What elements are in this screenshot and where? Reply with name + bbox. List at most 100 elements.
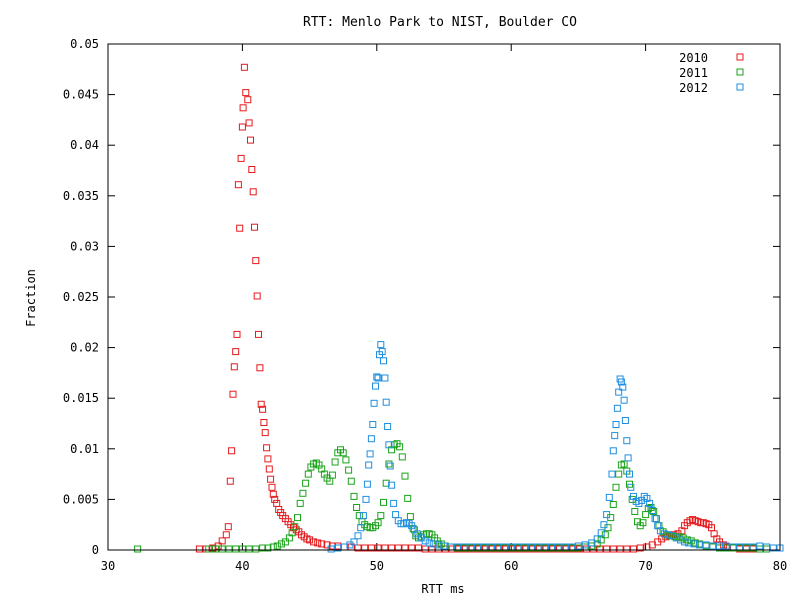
data-point-2012 — [365, 461, 373, 469]
data-point-2011 — [225, 545, 233, 553]
data-point-2010 — [271, 495, 279, 503]
data-point-2010 — [251, 223, 258, 231]
data-point-2012 — [593, 535, 601, 543]
data-point-2012 — [664, 531, 672, 539]
plot-frame — [107, 43, 781, 551]
data-point-2011 — [385, 460, 393, 468]
data-point-2011 — [273, 542, 281, 550]
data-point-2012 — [605, 493, 613, 501]
data-point-2010 — [269, 490, 277, 498]
data-point-2012 — [620, 396, 628, 404]
data-point-2012 — [609, 447, 617, 455]
data-point-2011 — [691, 539, 699, 547]
data-point-2011 — [353, 504, 361, 511]
data-point-2012 — [366, 450, 374, 458]
data-point-2011 — [615, 470, 623, 478]
data-point-2010 — [230, 363, 238, 371]
data-point-2011 — [339, 449, 347, 457]
data-point-2012 — [357, 524, 365, 532]
data-point-2012 — [381, 374, 389, 382]
data-point-2012 — [435, 541, 443, 549]
data-point-2010 — [623, 545, 631, 553]
data-point-2012 — [597, 529, 605, 537]
data-point-2012 — [623, 437, 631, 445]
data-point-2012 — [378, 348, 386, 356]
data-point-2012 — [646, 499, 654, 507]
data-point-2010 — [239, 104, 247, 112]
data-point-2012 — [669, 532, 676, 540]
data-point-2012 — [359, 512, 367, 520]
data-point-2010 — [226, 477, 234, 485]
data-point-2010 — [361, 544, 369, 552]
data-point-2010 — [367, 544, 375, 552]
data-point-2012 — [695, 541, 703, 549]
data-point-2011 — [245, 545, 253, 553]
data-point-2012 — [440, 542, 448, 550]
data-point-2012 — [621, 417, 629, 424]
data-point-2011 — [252, 545, 260, 553]
data-point-2011 — [294, 514, 301, 522]
data-point-2010 — [475, 545, 483, 553]
data-point-2012 — [660, 530, 668, 538]
data-point-2010 — [609, 545, 617, 553]
data-point-2010 — [229, 390, 237, 398]
y-tick-label: 0.05 — [70, 37, 99, 51]
data-point-2010 — [515, 545, 523, 553]
data-point-2010 — [603, 545, 611, 553]
data-point-2012 — [390, 499, 398, 507]
data-point-2012 — [380, 357, 387, 365]
data-point-2010 — [482, 545, 490, 553]
data-point-2011 — [377, 512, 385, 520]
data-point-2011 — [355, 512, 363, 520]
data-point-2010 — [388, 544, 396, 552]
data-point-2012 — [388, 481, 396, 489]
data-point-2010 — [448, 545, 456, 553]
data-point-2011 — [296, 499, 304, 507]
data-point-2010 — [408, 544, 416, 552]
data-point-2011 — [218, 545, 226, 553]
data-point-2010 — [242, 89, 250, 97]
data-point-2010 — [222, 531, 230, 539]
data-point-2010 — [218, 537, 226, 545]
data-point-2010 — [238, 123, 246, 131]
data-point-2012 — [392, 511, 400, 519]
y-tick-label: 0.02 — [70, 341, 99, 355]
data-point-2012 — [386, 462, 394, 470]
legend-marker-2011 — [736, 68, 744, 76]
data-point-2011 — [232, 545, 240, 553]
data-point-2012 — [367, 435, 375, 443]
data-point-2010 — [381, 544, 389, 552]
data-point-2010 — [522, 545, 530, 553]
data-point-2012 — [581, 541, 589, 549]
data-point-2011 — [299, 489, 307, 497]
y-tick-label: 0.005 — [63, 492, 99, 506]
data-point-2010 — [264, 455, 272, 463]
data-point-2012 — [603, 511, 611, 519]
data-point-2011 — [593, 540, 601, 548]
data-point-2012 — [413, 530, 421, 538]
data-point-2010 — [248, 166, 256, 173]
data-point-2010 — [233, 330, 241, 338]
x-tick-label: 40 — [235, 559, 249, 573]
data-point-2010 — [562, 545, 570, 553]
legend-label-2010: 2010 — [679, 51, 708, 65]
x-tick-label: 70 — [638, 559, 652, 573]
data-point-2011 — [347, 477, 355, 485]
data-point-2012 — [702, 541, 710, 549]
data-point-2011 — [328, 471, 336, 479]
data-point-2012 — [363, 480, 371, 488]
data-point-2010 — [488, 545, 496, 553]
data-point-2012 — [626, 470, 633, 478]
data-point-2012 — [374, 374, 382, 382]
data-point-2012 — [425, 539, 433, 547]
data-point-2011 — [277, 540, 285, 548]
y-tick-label: 0 — [92, 543, 99, 557]
data-point-2010 — [257, 400, 265, 408]
data-point-2012 — [611, 432, 619, 440]
data-point-2012 — [429, 540, 437, 548]
data-point-2011 — [396, 443, 404, 451]
data-point-2010 — [236, 224, 244, 232]
data-point-2010 — [195, 545, 203, 553]
data-point-2012 — [619, 383, 627, 391]
